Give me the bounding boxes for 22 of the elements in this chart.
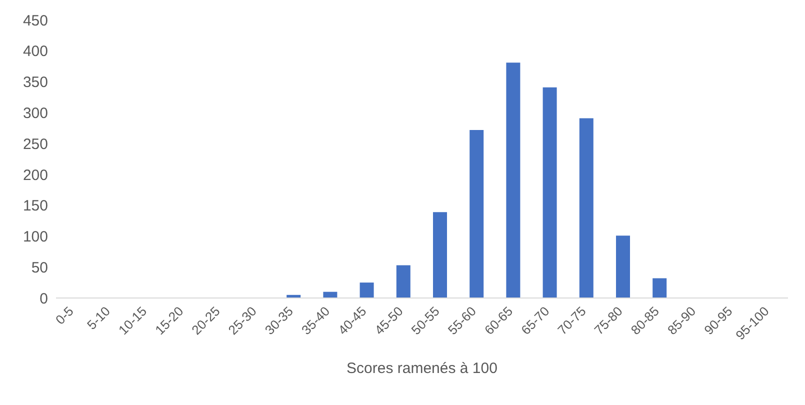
x-tick-label: 5-10 (84, 304, 114, 333)
bar (433, 212, 447, 298)
y-tick-label: 0 (40, 290, 48, 308)
bar (360, 282, 374, 298)
x-axis-title: Scores ramenés à 100 (346, 360, 498, 377)
y-tick-label: 50 (31, 259, 48, 276)
bar (616, 236, 630, 298)
y-tick-label: 100 (22, 228, 48, 246)
y-tick-label: 400 (22, 43, 48, 60)
bar (542, 87, 557, 298)
y-tick-label: 350 (22, 74, 48, 92)
bar (506, 62, 520, 298)
bar (652, 278, 667, 298)
bar (396, 265, 410, 298)
y-tick-label: 150 (22, 198, 48, 215)
y-tick-label: 250 (22, 136, 48, 153)
x-tick-label: 0-5 (52, 304, 76, 328)
y-tick-label: 200 (22, 166, 48, 184)
y-tick-label: 450 (22, 12, 48, 30)
bar (579, 118, 594, 298)
y-tick-label: 300 (22, 104, 48, 122)
bar (470, 130, 484, 298)
